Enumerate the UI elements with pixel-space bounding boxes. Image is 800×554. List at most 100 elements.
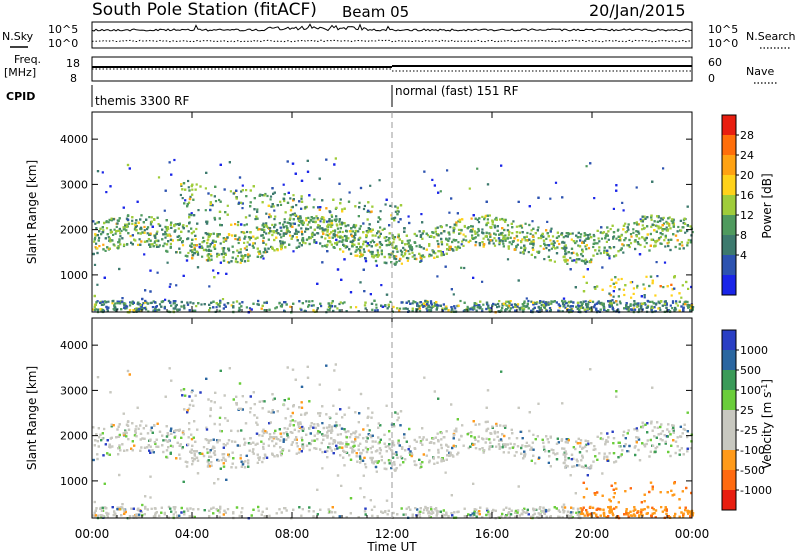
power-cell <box>634 247 637 251</box>
power-cell <box>164 230 167 233</box>
power-cell <box>387 239 390 242</box>
power-cell <box>339 301 342 304</box>
power-cell <box>239 251 242 254</box>
power-cell <box>185 259 189 262</box>
power-cell <box>320 305 323 308</box>
power-cell <box>448 245 451 248</box>
power-cell <box>407 300 410 303</box>
power-cell <box>486 183 490 186</box>
power-cell <box>556 240 559 243</box>
power-cell <box>450 197 453 200</box>
power-cell <box>307 305 310 308</box>
power-cell <box>288 222 291 225</box>
power-cell <box>146 302 149 305</box>
power-cell <box>180 230 183 233</box>
power-cell <box>615 184 618 187</box>
power-cell <box>446 243 449 246</box>
power-cell <box>319 220 322 223</box>
power-cell <box>212 269 215 272</box>
power-cell <box>254 218 257 221</box>
power-cell <box>633 240 636 243</box>
power-cell <box>647 304 650 307</box>
power-cell <box>326 230 329 233</box>
power-cell <box>530 229 533 232</box>
power-cell <box>648 300 651 303</box>
power-cell <box>564 248 567 251</box>
power-cell <box>611 224 614 227</box>
power-cell <box>374 244 378 247</box>
power-cell <box>330 231 333 234</box>
power-cell <box>499 218 502 221</box>
power-cell <box>258 228 261 231</box>
power-cell <box>405 234 408 237</box>
power-cell <box>267 238 270 241</box>
power-cell <box>622 244 625 247</box>
power-cell <box>544 303 548 306</box>
power-cell <box>191 254 195 257</box>
power-cell <box>531 242 534 245</box>
power-cell <box>242 255 245 258</box>
power-cell <box>610 278 613 281</box>
power-cell <box>530 253 533 256</box>
power-cell <box>304 230 307 233</box>
power-cell <box>670 283 673 286</box>
power-cell <box>420 246 423 249</box>
power-cell <box>638 253 642 256</box>
power-cell <box>691 306 695 309</box>
power-cell <box>290 206 293 209</box>
power-cell <box>137 232 140 235</box>
power-cell <box>304 242 307 245</box>
power-cell <box>241 189 244 192</box>
power-cell <box>575 234 578 237</box>
power-cell <box>166 234 169 237</box>
power-cell <box>262 251 265 254</box>
power-cell <box>674 306 677 310</box>
power-cell <box>220 224 223 227</box>
power-cell <box>213 244 216 247</box>
power-cell <box>549 239 552 242</box>
power-cell <box>511 226 514 229</box>
power-cell <box>627 228 630 231</box>
power-cell <box>131 234 134 237</box>
power-cell <box>327 223 330 226</box>
power-cell <box>191 257 194 260</box>
power-cell <box>645 306 648 309</box>
power-cell <box>641 215 644 218</box>
power-cell <box>187 186 190 189</box>
power-cell <box>332 309 335 313</box>
power-cell <box>504 237 507 240</box>
power-cell <box>606 253 609 256</box>
power-cell <box>102 243 105 246</box>
power-cell <box>546 244 549 247</box>
power-cell <box>440 254 443 257</box>
power-cell <box>646 216 649 219</box>
power-cell <box>615 300 618 303</box>
power-cell <box>243 241 246 244</box>
power-cell <box>511 306 514 309</box>
power-cell <box>597 300 600 303</box>
power-cell <box>371 228 374 231</box>
power-cell <box>620 277 623 281</box>
power-cell <box>514 305 517 308</box>
power-cell <box>676 304 679 307</box>
power-cell <box>263 247 267 250</box>
power-cell <box>109 185 112 188</box>
power-cell <box>521 231 524 234</box>
power-cell <box>146 240 149 243</box>
power-cell <box>283 199 286 203</box>
power-cell <box>493 237 496 240</box>
power-cell <box>375 254 378 257</box>
noise-tick-low: 10^0 <box>48 37 78 50</box>
power-cell <box>297 230 300 233</box>
power-cell <box>550 300 553 303</box>
power-cell <box>247 254 250 258</box>
power-cell <box>218 303 221 306</box>
power-cell <box>130 301 133 304</box>
power-cell <box>405 256 409 260</box>
power-cell <box>191 249 194 252</box>
power-cell <box>613 255 616 258</box>
power-cell <box>475 302 478 305</box>
power-cell <box>483 216 486 219</box>
power-cell <box>359 186 363 190</box>
power-cell <box>605 310 608 313</box>
